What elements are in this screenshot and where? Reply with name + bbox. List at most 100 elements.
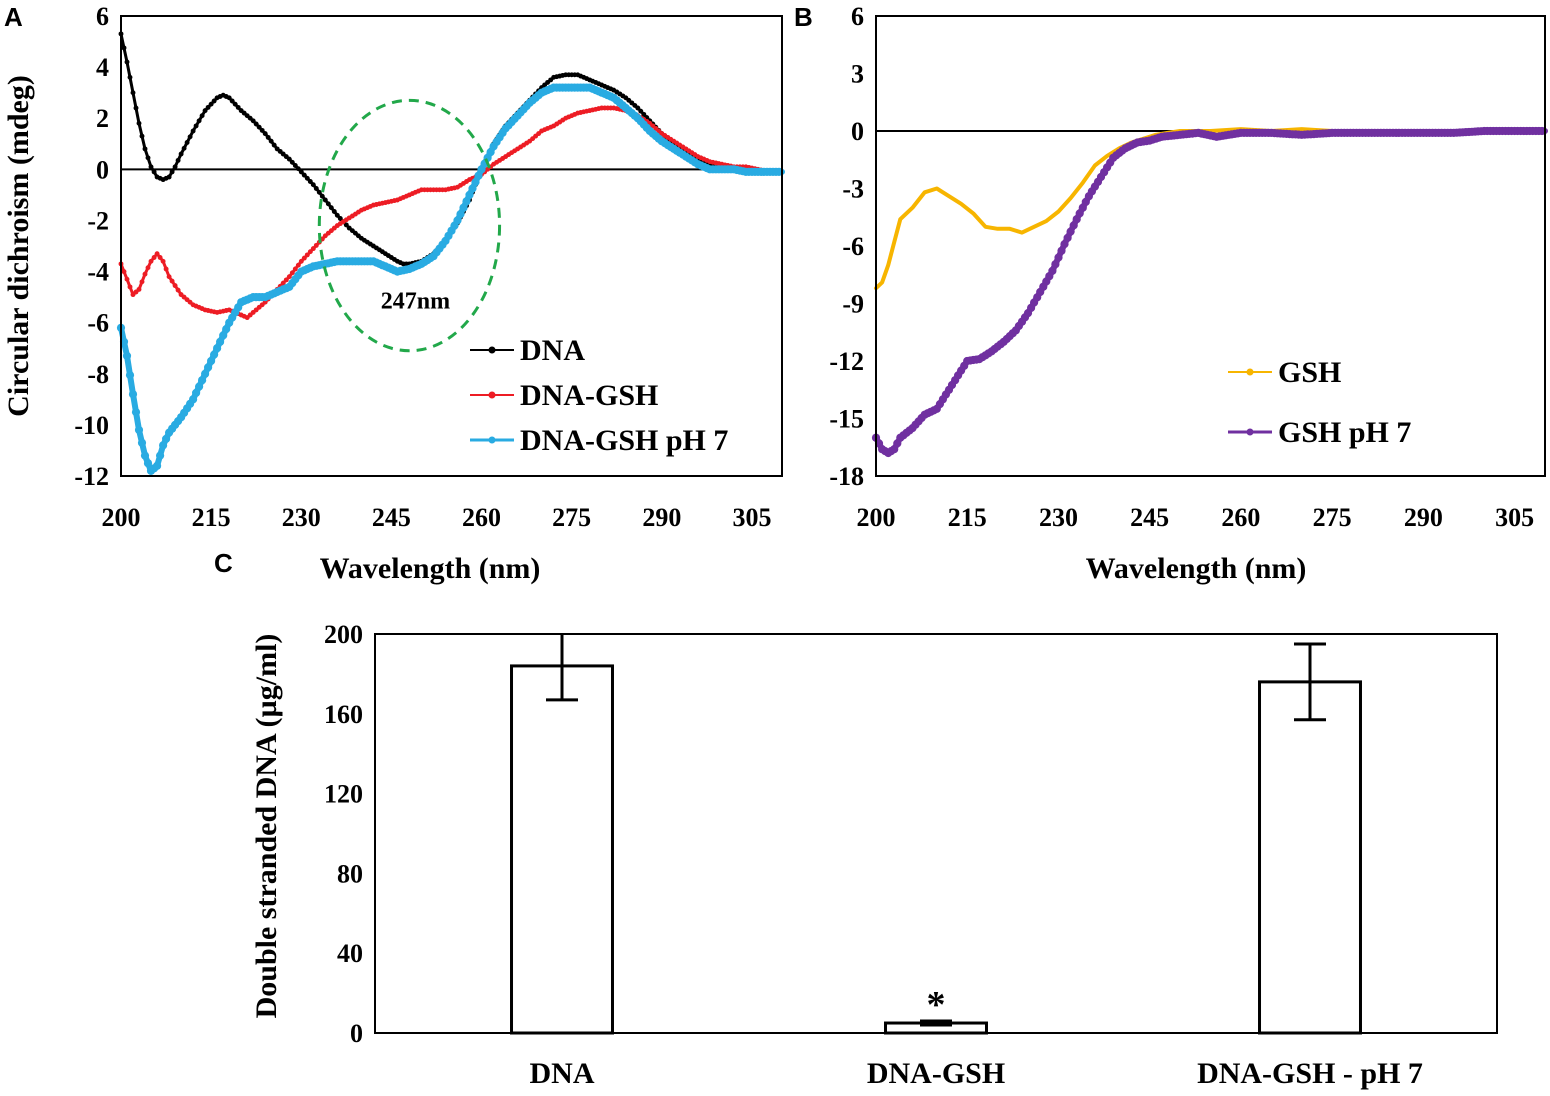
panel-c-category-label: DNA-GSH: [867, 1057, 1005, 1090]
panel-b-legend-label: GSH: [1278, 356, 1341, 389]
panel-c-y-tick-label: 200: [324, 620, 363, 649]
panel-c-bar: [1258, 680, 1362, 1035]
panel-a-series-point-0: [202, 108, 208, 114]
panel-a-x-tick-label: 275: [552, 503, 591, 532]
panel-a-x-axis-title: Wavelength (nm): [320, 552, 541, 585]
panel-a-legend-marker: [488, 391, 496, 399]
panel-c-y-tick-label: 40: [337, 939, 363, 968]
panel-a-series-point-0: [136, 120, 142, 126]
panel-label-c: C: [214, 548, 233, 578]
panel-a-series-point-0: [262, 131, 268, 137]
panel-a-y-tick-label: -8: [87, 360, 109, 389]
panel-b-legend-label: GSH pH 7: [1278, 416, 1411, 449]
panel-a-series-point-1: [151, 255, 157, 260]
panel-a-x-tick-label: 290: [642, 503, 681, 532]
panel-c-y-tick-label: 0: [350, 1019, 363, 1048]
panel-b-plot-frame: [875, 15, 1546, 477]
panel-a-series-point-0: [232, 101, 238, 107]
panel-a-series-point-1: [295, 262, 301, 268]
panel-a-x-tick-label: 245: [372, 503, 411, 532]
panel-a-series-point-1: [160, 258, 166, 264]
panel-a-series-point-1: [280, 280, 286, 286]
panel-a-legend-marker: [488, 436, 496, 444]
panel-a-series-point-0: [250, 118, 256, 124]
panel-c-significance-marker: *: [927, 984, 946, 1026]
panel-a-series-point-2: [462, 197, 471, 206]
panel-a-y-tick-label: -12: [74, 462, 109, 491]
panel-b-legend: GSH GSH pH 7: [1228, 356, 1411, 449]
panel-a-series-point-0: [124, 59, 130, 65]
panel-b-series-line-0: [874, 127, 1547, 291]
panel-a-y-tick-label: -10: [74, 411, 109, 440]
panel-a-series-point-0: [256, 124, 262, 130]
panel-a-series-point-0: [211, 98, 217, 104]
panel-b-series-point-1: [1051, 260, 1060, 269]
panel-b-series-point-1: [1060, 240, 1069, 249]
panel-a-series-point-2: [156, 451, 165, 460]
panel-a-series-point-2: [204, 363, 213, 372]
panel-label-b: B: [794, 2, 813, 32]
panel-b-y-tick-label: -6: [842, 232, 864, 261]
panel-a-series-point-0: [172, 164, 178, 170]
panel-a-series-point-1: [154, 251, 160, 257]
panel-a-series-point-0: [295, 166, 301, 172]
panel-a-series-point-0: [130, 90, 136, 96]
panel-a-series-point-1: [301, 255, 307, 261]
panel-c-y-tick-label: 120: [324, 780, 363, 809]
panel-a-series-point-2: [122, 351, 132, 360]
panel-a-series-point-1: [313, 242, 319, 248]
panel-b-y-tick-label: -9: [842, 290, 864, 319]
panel-a-series-point-2: [453, 216, 462, 225]
panel-a-highlight-ellipse: [317, 98, 502, 353]
panel-a-series-point-1: [307, 249, 313, 255]
panel-a-series-point-2: [195, 382, 204, 391]
panel-a-series-point-2: [201, 369, 210, 378]
panel-b-series-point-1: [1057, 246, 1066, 255]
panel-a-series-point-0: [253, 121, 259, 127]
panel-a-series-point-0: [142, 146, 148, 152]
panel-b-series-point-1: [1054, 253, 1063, 262]
panel-a-series-point-2: [159, 441, 168, 450]
panel-b-x-tick-label: 245: [1130, 503, 1169, 532]
panel-a-series-point-1: [127, 284, 133, 290]
panel-a-series-point-2: [162, 434, 171, 443]
panel-a-series-point-0: [121, 45, 127, 51]
panel-b-x-axis-title: Wavelength (nm): [1086, 552, 1307, 585]
panel-a-series-point-0: [304, 175, 310, 181]
panel-a-legend-label: DNA: [520, 334, 585, 367]
panel-a-series-point-0: [127, 74, 133, 80]
panel-b-y-tick-label: -3: [842, 175, 864, 204]
panel-a-series-point-0: [641, 111, 647, 117]
panel-b-x-tick-label: 230: [1039, 503, 1078, 532]
panel-a-plot-frame: [120, 15, 783, 477]
panel-a-series-point-1: [286, 274, 292, 280]
panel-b-y-tick-label: 6: [851, 2, 864, 31]
panel-a-series-point-0: [286, 156, 292, 162]
panel-a-series-point-1: [163, 266, 169, 272]
panel-a-series-point-0: [325, 201, 331, 207]
panel-a-series-point-0: [334, 212, 340, 218]
panel-b-y-tick-label: 0: [851, 117, 864, 146]
panel-a-series-point-2: [456, 210, 465, 219]
panel-a-series-point-0: [268, 138, 274, 144]
panel-b-series-point-1: [1066, 227, 1075, 236]
panel-a-series-point-0: [196, 118, 202, 124]
panel-b-legend-marker: [1246, 428, 1254, 436]
panel-a-series-point-2: [465, 190, 474, 199]
panel-b-x-tick-label: 290: [1404, 503, 1443, 532]
panel-a-series-point-2: [134, 425, 144, 435]
panel-a-series-point-2: [125, 371, 135, 380]
panel-c-plot-frame: [374, 633, 1498, 1034]
panel-a-series-point-2: [137, 438, 147, 447]
panel-a-y-tick-label: 6: [96, 2, 109, 31]
panel-a-series-point-1: [166, 274, 172, 280]
panel-a-series-point-0: [635, 105, 641, 111]
panel-a-series-line-1: [119, 106, 784, 320]
panel-a-series-point-0: [208, 101, 214, 107]
panel-c-y-tick-label: 80: [337, 859, 363, 888]
panel-a-series-point-0: [271, 142, 277, 148]
panel-a-series-point-1: [172, 283, 178, 289]
panel-a-series-point-0: [301, 172, 307, 178]
panel-a-x-tick-label: 305: [732, 503, 771, 532]
panel-a-series-point-0: [133, 105, 139, 111]
